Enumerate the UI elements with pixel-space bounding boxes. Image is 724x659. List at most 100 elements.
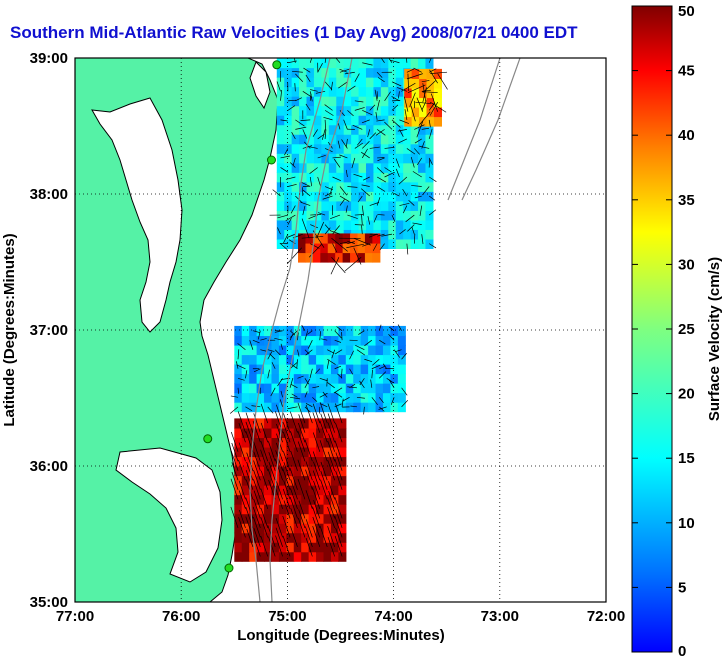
velocity-cell [395,67,404,78]
velocity-cell [313,162,322,173]
velocity-cell [335,252,344,263]
velocity-arrow [260,488,269,509]
velocity-cell [351,162,360,173]
velocity-cell [321,86,330,97]
velocity-cell [278,325,287,337]
velocity-cell [286,335,295,346]
velocity-cell [278,504,287,515]
velocity-arrow [409,92,416,107]
velocity-cell [298,252,307,263]
velocity-cell [373,219,382,230]
velocity-cell [284,181,293,192]
velocity-cell [425,143,434,154]
velocity-arrow [401,387,408,396]
velocity-cell [375,383,384,394]
velocity-cell [313,67,322,78]
velocity-arrow [371,365,381,370]
velocity-cell [301,532,310,543]
velocity-cell [382,335,392,346]
velocity-arrow [292,70,303,73]
velocity-arrow [294,83,296,92]
velocity-arrow [249,340,254,350]
velocity-cell [284,191,293,202]
velocity-cell [316,485,325,496]
velocity-cell [403,134,412,145]
velocity-arrow [377,233,385,237]
velocity-cell [328,86,337,97]
velocity-cell [284,162,293,173]
velocity-cell [234,392,243,403]
velocity-cell [316,532,325,543]
velocity-cell [308,513,317,524]
velocity-cell [433,97,442,108]
velocity-arrow [320,479,328,500]
velocity-arrow [369,104,376,111]
velocity-cell [351,143,360,154]
velocity-arrow [312,451,321,471]
velocity-cell [264,532,273,543]
velocity-cell [418,143,427,154]
velocity-cell [418,181,427,192]
velocity-arrow [353,247,362,265]
velocity-cell [256,523,265,534]
velocity-cell [388,67,397,78]
velocity-cell [293,485,302,496]
velocity-cell [284,67,293,78]
velocity-cell [278,494,287,505]
velocity-arrow [345,205,348,213]
velocity-cell [276,134,285,145]
velocity-cell [365,219,375,230]
velocity-arrow [260,349,268,352]
velocity-arrow [347,110,354,117]
velocity-arrow [349,350,354,360]
velocity-arrow [371,369,373,379]
velocity-cell [284,58,293,69]
radar-site-marker [203,434,213,444]
velocity-arrow [301,325,306,331]
velocity-arrow [274,338,283,341]
velocity-cell [321,67,330,78]
velocity-arrow [416,97,424,112]
velocity-arrow [319,377,328,382]
velocity-cell [276,105,285,116]
velocity-cell [305,242,314,254]
velocity-cell [291,219,300,230]
velocity-cell [418,172,427,183]
velocity-arrow [290,508,298,528]
velocity-cell [380,210,389,221]
velocity-cell [321,210,330,221]
velocity-cell [241,523,250,534]
velocity-cell [298,242,307,254]
velocity-cell [313,153,322,164]
velocity-cell [373,191,382,202]
velocity-cell [343,191,352,202]
velocity-cell [293,383,302,394]
velocity-cell [278,427,287,439]
velocity-cell [338,494,347,505]
velocity-cell [380,58,389,69]
velocity-arrow [257,330,261,340]
velocity-cell [241,513,250,524]
velocity-arrow [355,345,365,351]
velocity-arrow [334,330,342,339]
velocity-cell [330,494,339,505]
velocity-arrow [341,398,344,407]
velocity-cell [411,87,420,99]
velocity-cell [301,523,310,534]
velocity-arrow [384,147,395,149]
velocity-cell [338,475,347,486]
velocity-cell [368,364,377,375]
velocity-cell [234,466,243,477]
chesapeake-bay [91,97,183,333]
velocity-cell [323,392,332,403]
velocity-cell [264,373,273,384]
velocity-arrow [347,186,358,188]
velocity-cell [286,494,295,505]
velocity-cell [335,242,344,254]
velocity-arrow [313,461,321,481]
velocity-cell [357,233,366,244]
velocity-arrow [360,188,370,197]
velocity-arrow [310,224,319,229]
velocity-cell [328,210,337,221]
velocity-cell [410,238,419,249]
